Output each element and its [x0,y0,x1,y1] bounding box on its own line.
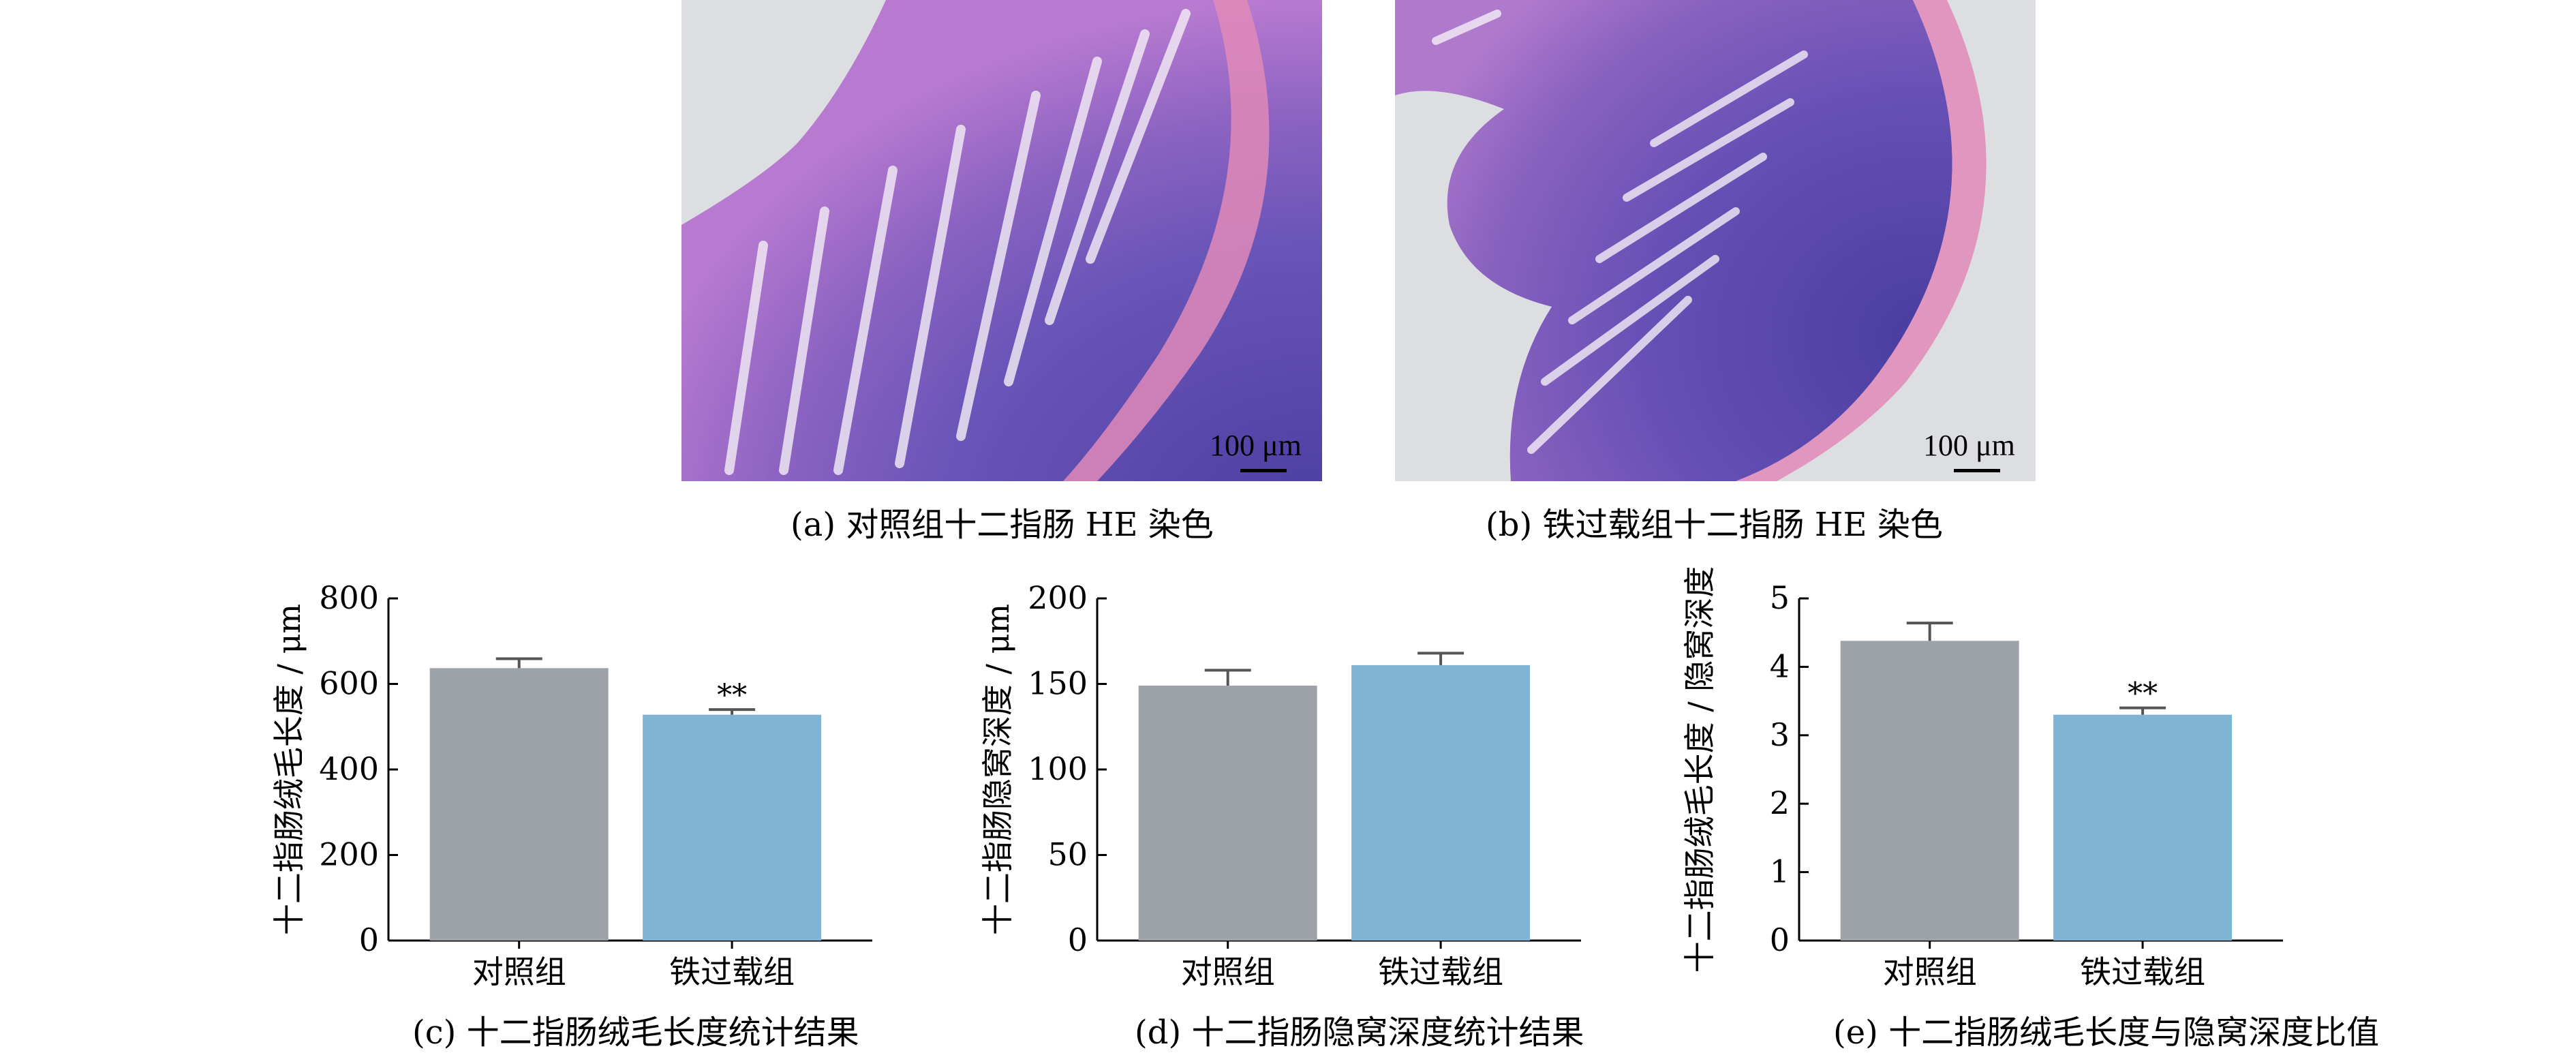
chart-crypt-depth: 0 50 100 150 200 十二指肠隐窝深度 / μm 对照组 铁过载组 [968,579,1622,990]
y-tick-label: 150 [1028,665,1088,702]
y-tick-label: 600 [319,665,379,702]
caption-a: (a) 对照组十二指肠 HE 染色 [791,506,1214,544]
y-tick-label: 100 [1028,750,1088,787]
scale-bar-label: 100 μm [1923,429,2015,462]
y-tick-label: 800 [319,579,379,616]
scale-bar-line [1240,469,1287,472]
bar-control [1138,686,1317,941]
bar-iron-overload [2053,714,2233,941]
significance-marker: ** [2128,677,2158,712]
significance-marker: ** [717,678,747,713]
y-tick-label: 200 [1028,579,1088,616]
micrograph-iron-overload [1395,0,2036,481]
y-axis-label: 十二指肠绒毛长度 / μm [271,604,307,935]
caption-d: (d) 十二指肠隐窝深度统计结果 [1135,1013,1584,1052]
caption-b: (b) 铁过载组十二指肠 HE 染色 [1486,506,1943,544]
micrograph-control [681,0,1322,481]
x-tick-label: 铁过载组 [669,953,795,990]
bar-iron-overload [643,714,822,941]
y-tick-label: 2 [1770,784,1790,821]
caption-e: (e) 十二指肠绒毛长度与隐窝深度比值 [1833,1013,2380,1052]
bar-control [1840,641,2019,941]
scale-bar-b: 100 μm [1923,428,2032,476]
y-tick-label: 5 [1770,579,1790,616]
y-tick-label: 1 [1770,853,1790,890]
x-tick-label: 铁过载组 [1378,953,1503,990]
y-tick-label: 4 [1770,647,1790,684]
y-tick-label: 400 [319,750,379,787]
y-tick-label: 0 [359,921,379,958]
y-tick-label: 200 [319,836,379,873]
y-tick-label: 3 [1770,716,1790,753]
x-tick-label: 对照组 [472,953,566,990]
y-tick-label: 0 [1770,921,1790,958]
x-tick-label: 对照组 [1181,953,1275,990]
x-tick-label: 对照组 [1883,953,1977,990]
y-axis-label: 十二指肠隐窝深度 / μm [979,604,1016,935]
scale-bar-a: 100 μm [1210,428,1319,476]
y-tick-label: 50 [1047,836,1088,873]
chart-villus-length: 0 200 400 600 800 十二指肠绒毛长度 / μm 对照组 ** 铁过载组 [259,579,913,990]
y-axis-label: 十二指肠绒毛长度 / 隐窝深度 [1681,566,1718,973]
caption-c: (c) 十二指肠绒毛长度统计结果 [412,1013,859,1052]
bar-control [429,668,609,941]
scale-bar-line [1954,469,2000,472]
bar-iron-overload [1351,665,1531,941]
y-tick-label: 0 [1068,921,1088,958]
scale-bar-label: 100 μm [1210,429,1302,462]
chart-villus-crypt-ratio: 0 1 2 3 4 5 十二指肠绒毛长度 / 隐窝深度对照组 ** 铁过载组 [1670,545,2324,990]
x-tick-label: 铁过载组 [2080,953,2205,990]
